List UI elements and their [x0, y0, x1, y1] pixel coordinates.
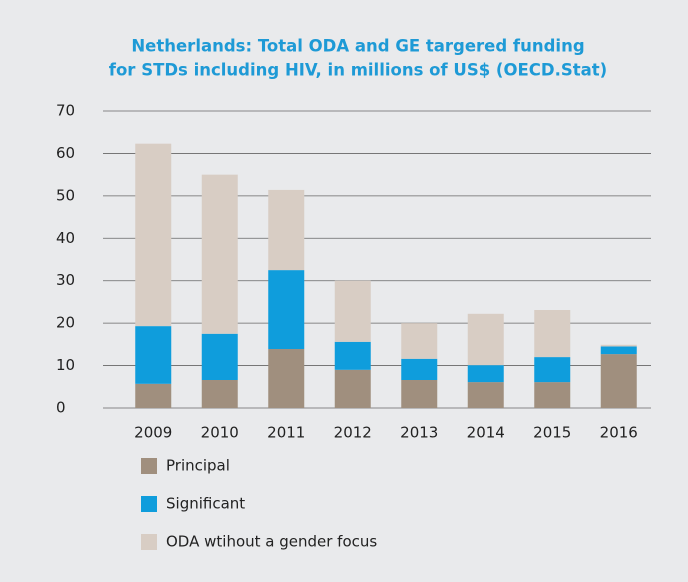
bar-segment: [268, 270, 305, 350]
y-tick-label: 10: [56, 356, 75, 374]
y-tick-label: 60: [56, 144, 75, 162]
x-tick-label: 2010: [201, 424, 239, 442]
bar-segment: [600, 354, 637, 408]
bar-segment: [135, 326, 172, 384]
y-tick-label: 40: [56, 229, 75, 247]
bar-segment: [334, 341, 371, 370]
chart-title: for STDs including HIV, in millions of U…: [109, 61, 607, 80]
bar-segment: [135, 383, 172, 408]
bar-segment: [135, 143, 172, 327]
legend-label: Principal: [166, 457, 230, 475]
x-tick-label: 2009: [134, 424, 172, 442]
bar-segment: [467, 365, 504, 383]
bar-segment: [401, 358, 438, 380]
y-tick-label: 0: [56, 399, 66, 417]
bar-segment: [534, 357, 571, 383]
x-tick-label: 2016: [600, 424, 638, 442]
x-tick-label: 2012: [334, 424, 372, 442]
bar-segment: [268, 349, 305, 408]
bar-segment: [467, 313, 504, 366]
bar-segment: [268, 189, 305, 271]
legend-label: Significant: [166, 495, 245, 513]
x-tick-label: 2013: [400, 424, 438, 442]
bar-segment: [401, 323, 438, 359]
bar-segment: [201, 333, 238, 380]
y-tick-label: 70: [56, 102, 75, 120]
legend-label: ODA wtihout a gender focus: [166, 533, 377, 551]
bar-segment: [467, 382, 504, 408]
x-tick-label: 2014: [467, 424, 505, 442]
bar-segment: [534, 382, 571, 408]
bar-segment: [401, 379, 438, 408]
legend-swatch: [141, 534, 157, 550]
y-tick-label: 30: [56, 271, 75, 289]
bar-segment: [600, 344, 637, 347]
bar-segment: [600, 346, 637, 355]
x-tick-label: 2011: [267, 424, 305, 442]
y-tick-label: 50: [56, 186, 75, 204]
legend-swatch: [141, 496, 157, 512]
bar-segment: [534, 309, 571, 358]
chart-title: Netherlands: Total ODA and GE targered f…: [131, 37, 584, 56]
bar-segment: [201, 379, 238, 408]
legend-swatch: [141, 458, 157, 474]
bar-segment: [334, 369, 371, 408]
y-tick-label: 20: [56, 314, 75, 332]
x-tick-label: 2015: [533, 424, 571, 442]
bar-segment: [334, 280, 371, 342]
bar-segment: [201, 174, 238, 334]
